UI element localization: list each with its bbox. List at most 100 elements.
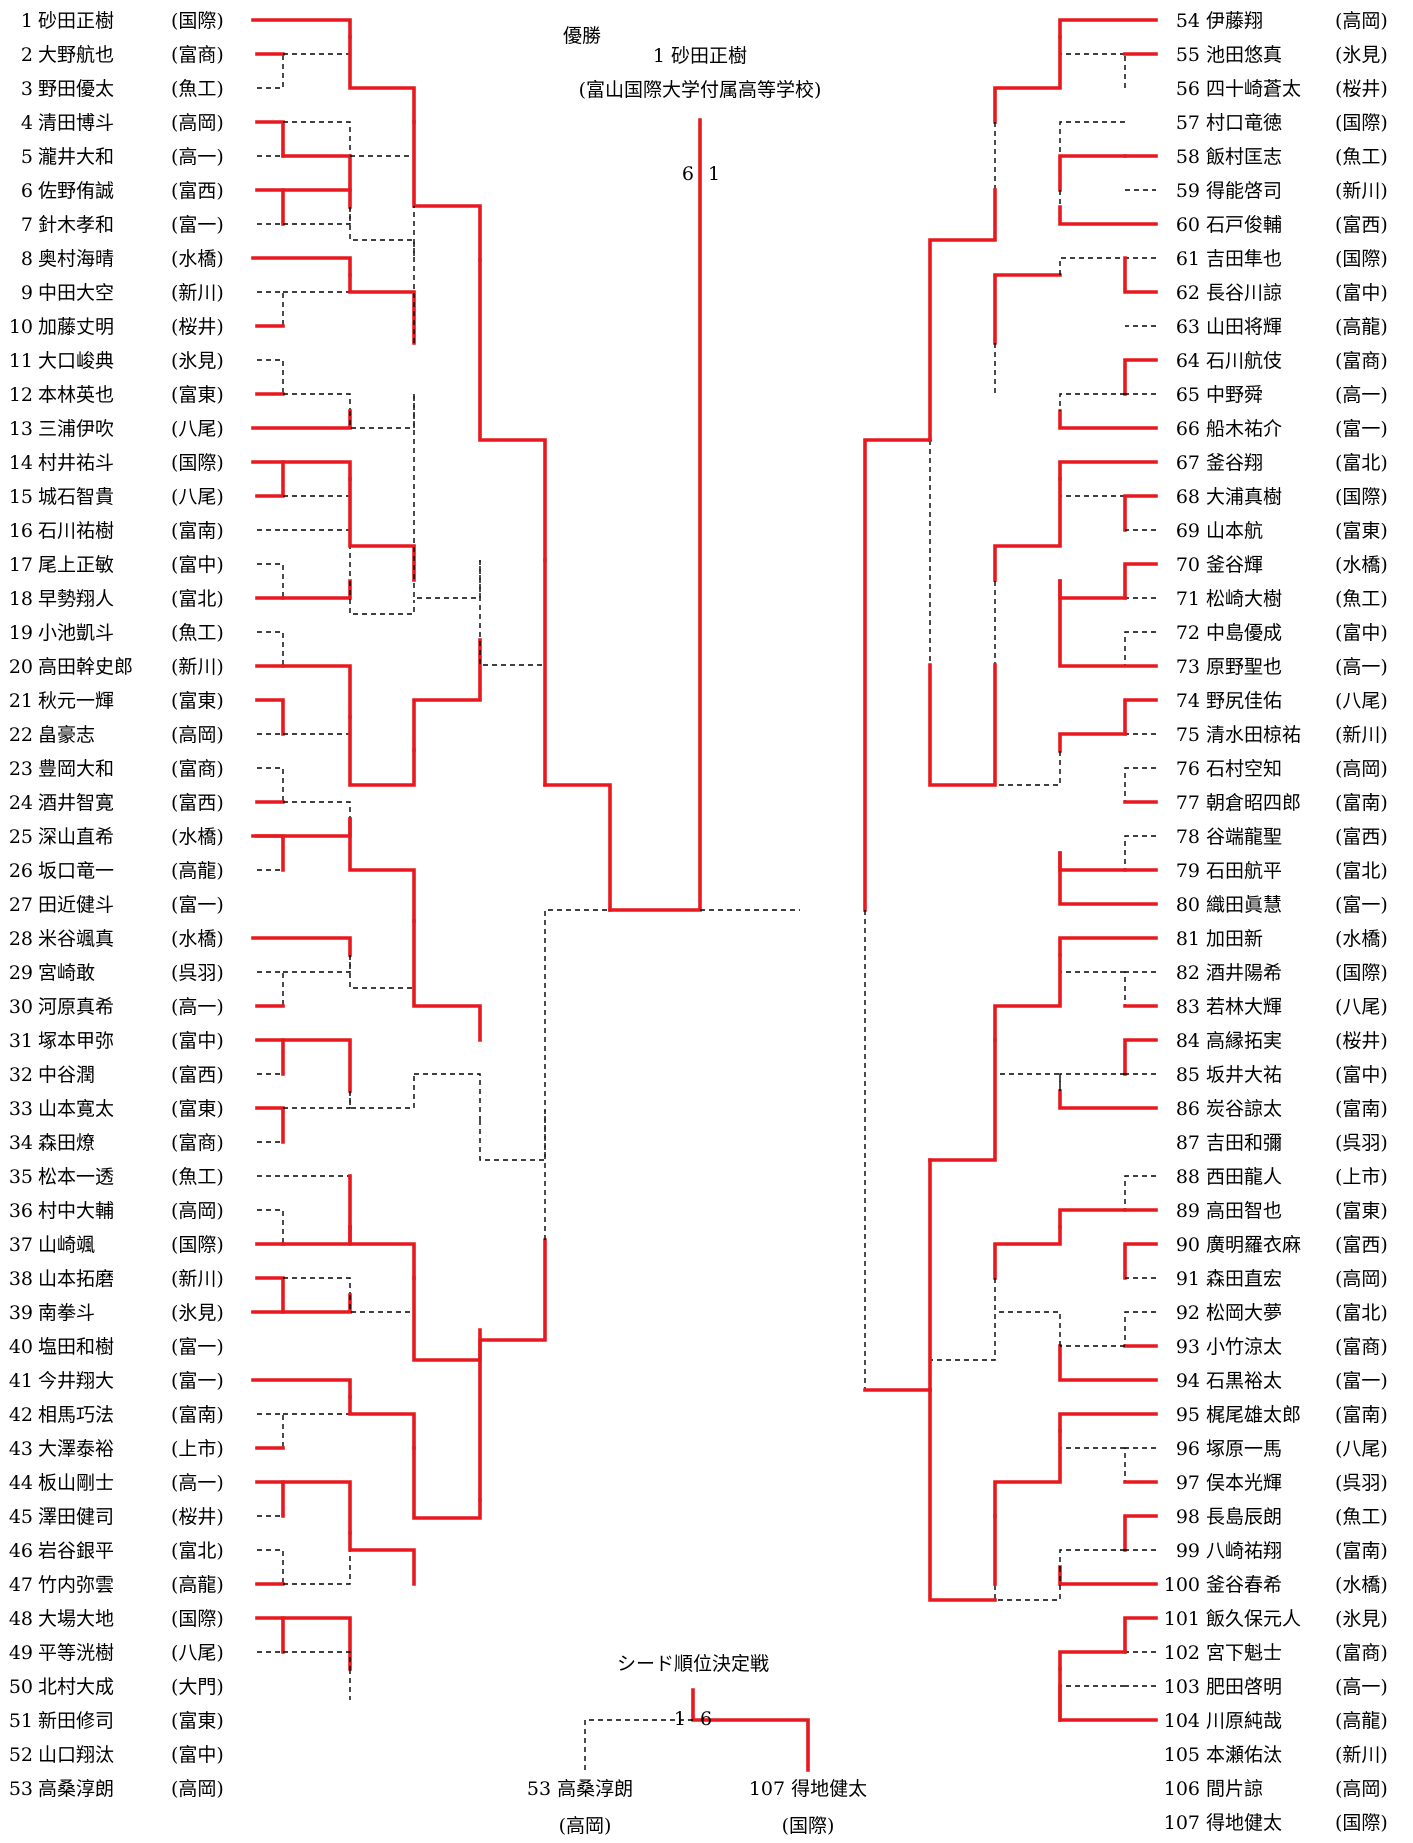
player-name: 山本航 <box>1206 520 1263 542</box>
player-school: (富東) <box>171 690 224 712</box>
player-name: 吉田和彌 <box>1206 1132 1282 1154</box>
player-name: 野尻佳佑 <box>1206 690 1282 712</box>
player-school: (水橋) <box>1335 928 1388 950</box>
champion-heading: 優勝 <box>563 25 601 47</box>
player-school: (氷見) <box>1335 1608 1388 1630</box>
player-name: 山田将輝 <box>1206 316 1282 338</box>
player-school: (高龍) <box>1335 1710 1388 1732</box>
player-number: 68 <box>1176 486 1200 508</box>
player-name: 宮崎敢 <box>38 962 95 984</box>
player-number: 34 <box>9 1132 33 1154</box>
player-name: 長島辰朗 <box>1206 1506 1282 1528</box>
player-name: 釜谷翔 <box>1206 452 1263 474</box>
player-school: (国際) <box>171 1608 224 1630</box>
player-name: 間片諒 <box>1206 1778 1263 1800</box>
final-score-right: 1 <box>708 163 720 185</box>
player-number: 99 <box>1176 1540 1200 1562</box>
player-school: (富北) <box>1335 452 1388 474</box>
player-name: 砂田正樹 <box>38 10 114 32</box>
player-number: 101 <box>1164 1608 1200 1630</box>
player-number: 75 <box>1176 724 1200 746</box>
player-school: (八尾) <box>171 486 224 508</box>
player-name: 釜谷輝 <box>1206 554 1263 576</box>
player-name: 西田龍人 <box>1206 1166 1282 1188</box>
player-name: 塚本甲弥 <box>38 1030 114 1052</box>
player-school: (高一) <box>171 996 224 1018</box>
player-school: (桜井) <box>1335 1030 1388 1052</box>
player-school: (高一) <box>1335 1676 1388 1698</box>
player-number: 72 <box>1176 622 1200 644</box>
player-name: 村井祐斗 <box>38 452 114 474</box>
player-school: (国際) <box>1335 248 1388 270</box>
player-school: (八尾) <box>171 418 224 440</box>
player-school: (八尾) <box>171 1642 224 1664</box>
player-school: (高一) <box>171 146 224 168</box>
player-name: 三浦伊吹 <box>38 418 114 440</box>
player-number: 52 <box>9 1744 33 1766</box>
player-name: 飯村匡志 <box>1206 146 1282 168</box>
player-number: 107 <box>1164 1812 1200 1834</box>
player-number: 59 <box>1176 180 1200 202</box>
player-name: 加藤丈明 <box>38 316 114 338</box>
player-school: (魚工) <box>171 1166 224 1188</box>
player-name: 小竹涼太 <box>1206 1336 1282 1358</box>
player-number: 40 <box>9 1336 33 1358</box>
player-number: 83 <box>1176 996 1200 1018</box>
player-number: 45 <box>9 1506 33 1528</box>
player-school: (富南) <box>171 1404 224 1426</box>
player-name: 石川祐樹 <box>38 520 114 542</box>
player-name: 肥田啓明 <box>1206 1676 1282 1698</box>
champion-school: (富山国際大学付属高等学校) <box>579 79 822 101</box>
player-school: (桜井) <box>171 1506 224 1528</box>
player-number: 70 <box>1176 554 1200 576</box>
player-number: 104 <box>1164 1710 1200 1732</box>
player-name: 板山剛士 <box>38 1472 114 1494</box>
player-name: 長谷川諒 <box>1206 282 1282 304</box>
player-school: (高岡) <box>171 1778 224 1800</box>
player-name: 八崎祐翔 <box>1206 1540 1282 1562</box>
player-number: 18 <box>9 588 33 610</box>
player-name: 村口竜徳 <box>1206 112 1282 134</box>
player-name: 佐野侑誠 <box>38 180 114 202</box>
player-name: 森田燎 <box>38 1132 95 1154</box>
player-name: 今井翔大 <box>38 1370 114 1392</box>
player-number: 39 <box>9 1302 33 1324</box>
player-school: (富南) <box>1335 792 1388 814</box>
player-school: (富一) <box>171 894 224 916</box>
player-number: 9 <box>21 282 33 304</box>
player-name: 高縁拓実 <box>1206 1030 1282 1052</box>
player-number: 4 <box>21 112 33 134</box>
player-school: (富東) <box>1335 1200 1388 1222</box>
player-number: 43 <box>9 1438 33 1460</box>
player-number: 62 <box>1176 282 1200 304</box>
player-name: 廣明羅衣麻 <box>1206 1234 1301 1256</box>
player-name: 城石智貴 <box>38 486 114 508</box>
player-number: 17 <box>9 554 33 576</box>
player-name: 谷端龍聖 <box>1206 826 1282 848</box>
player-school: (水橋) <box>171 248 224 270</box>
player-school: (上市) <box>171 1438 224 1460</box>
player-number: 106 <box>1164 1778 1200 1800</box>
player-school: (魚工) <box>1335 1506 1388 1528</box>
player-name: 深山直希 <box>38 826 114 848</box>
player-school: (高龍) <box>171 1574 224 1596</box>
player-name: 坂井大祐 <box>1206 1064 1282 1086</box>
player-number: 23 <box>9 758 33 780</box>
player-number: 69 <box>1176 520 1200 542</box>
player-school: (新川) <box>1335 180 1388 202</box>
player-number: 33 <box>9 1098 33 1120</box>
player-school: (高龍) <box>1335 316 1388 338</box>
player-name: 野田優太 <box>38 78 114 100</box>
player-number: 95 <box>1176 1404 1200 1426</box>
player-school: (高岡) <box>1335 1268 1388 1290</box>
player-school: (富商) <box>171 44 224 66</box>
player-school: (八尾) <box>1335 690 1388 712</box>
player-school: (高岡) <box>1335 10 1388 32</box>
bracket-lines <box>251 18 1158 1772</box>
player-number: 49 <box>9 1642 33 1664</box>
player-number: 26 <box>9 860 33 882</box>
player-name: 高田幹史郎 <box>38 656 133 678</box>
player-name: 炭谷諒太 <box>1206 1098 1282 1120</box>
player-number: 19 <box>9 622 33 644</box>
player-name: 岩谷銀平 <box>38 1540 114 1562</box>
